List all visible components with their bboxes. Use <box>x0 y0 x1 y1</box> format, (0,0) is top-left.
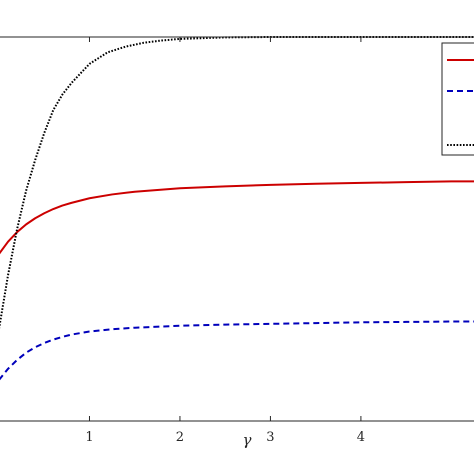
series-line-3 <box>0 36 474 329</box>
plot-area <box>0 36 474 381</box>
series-line-2 <box>0 320 474 381</box>
x-axis-label: γ <box>243 431 252 449</box>
x-tick-label: 3 <box>266 430 274 445</box>
x-tick-label: 2 <box>176 430 184 445</box>
legend <box>441 42 474 156</box>
axes: 1 2 3 4 <box>0 36 474 445</box>
legend-box <box>441 42 474 156</box>
x-tick-label: 4 <box>357 430 365 445</box>
series-line-1 <box>0 180 474 255</box>
x-tick-label: 1 <box>85 430 93 445</box>
